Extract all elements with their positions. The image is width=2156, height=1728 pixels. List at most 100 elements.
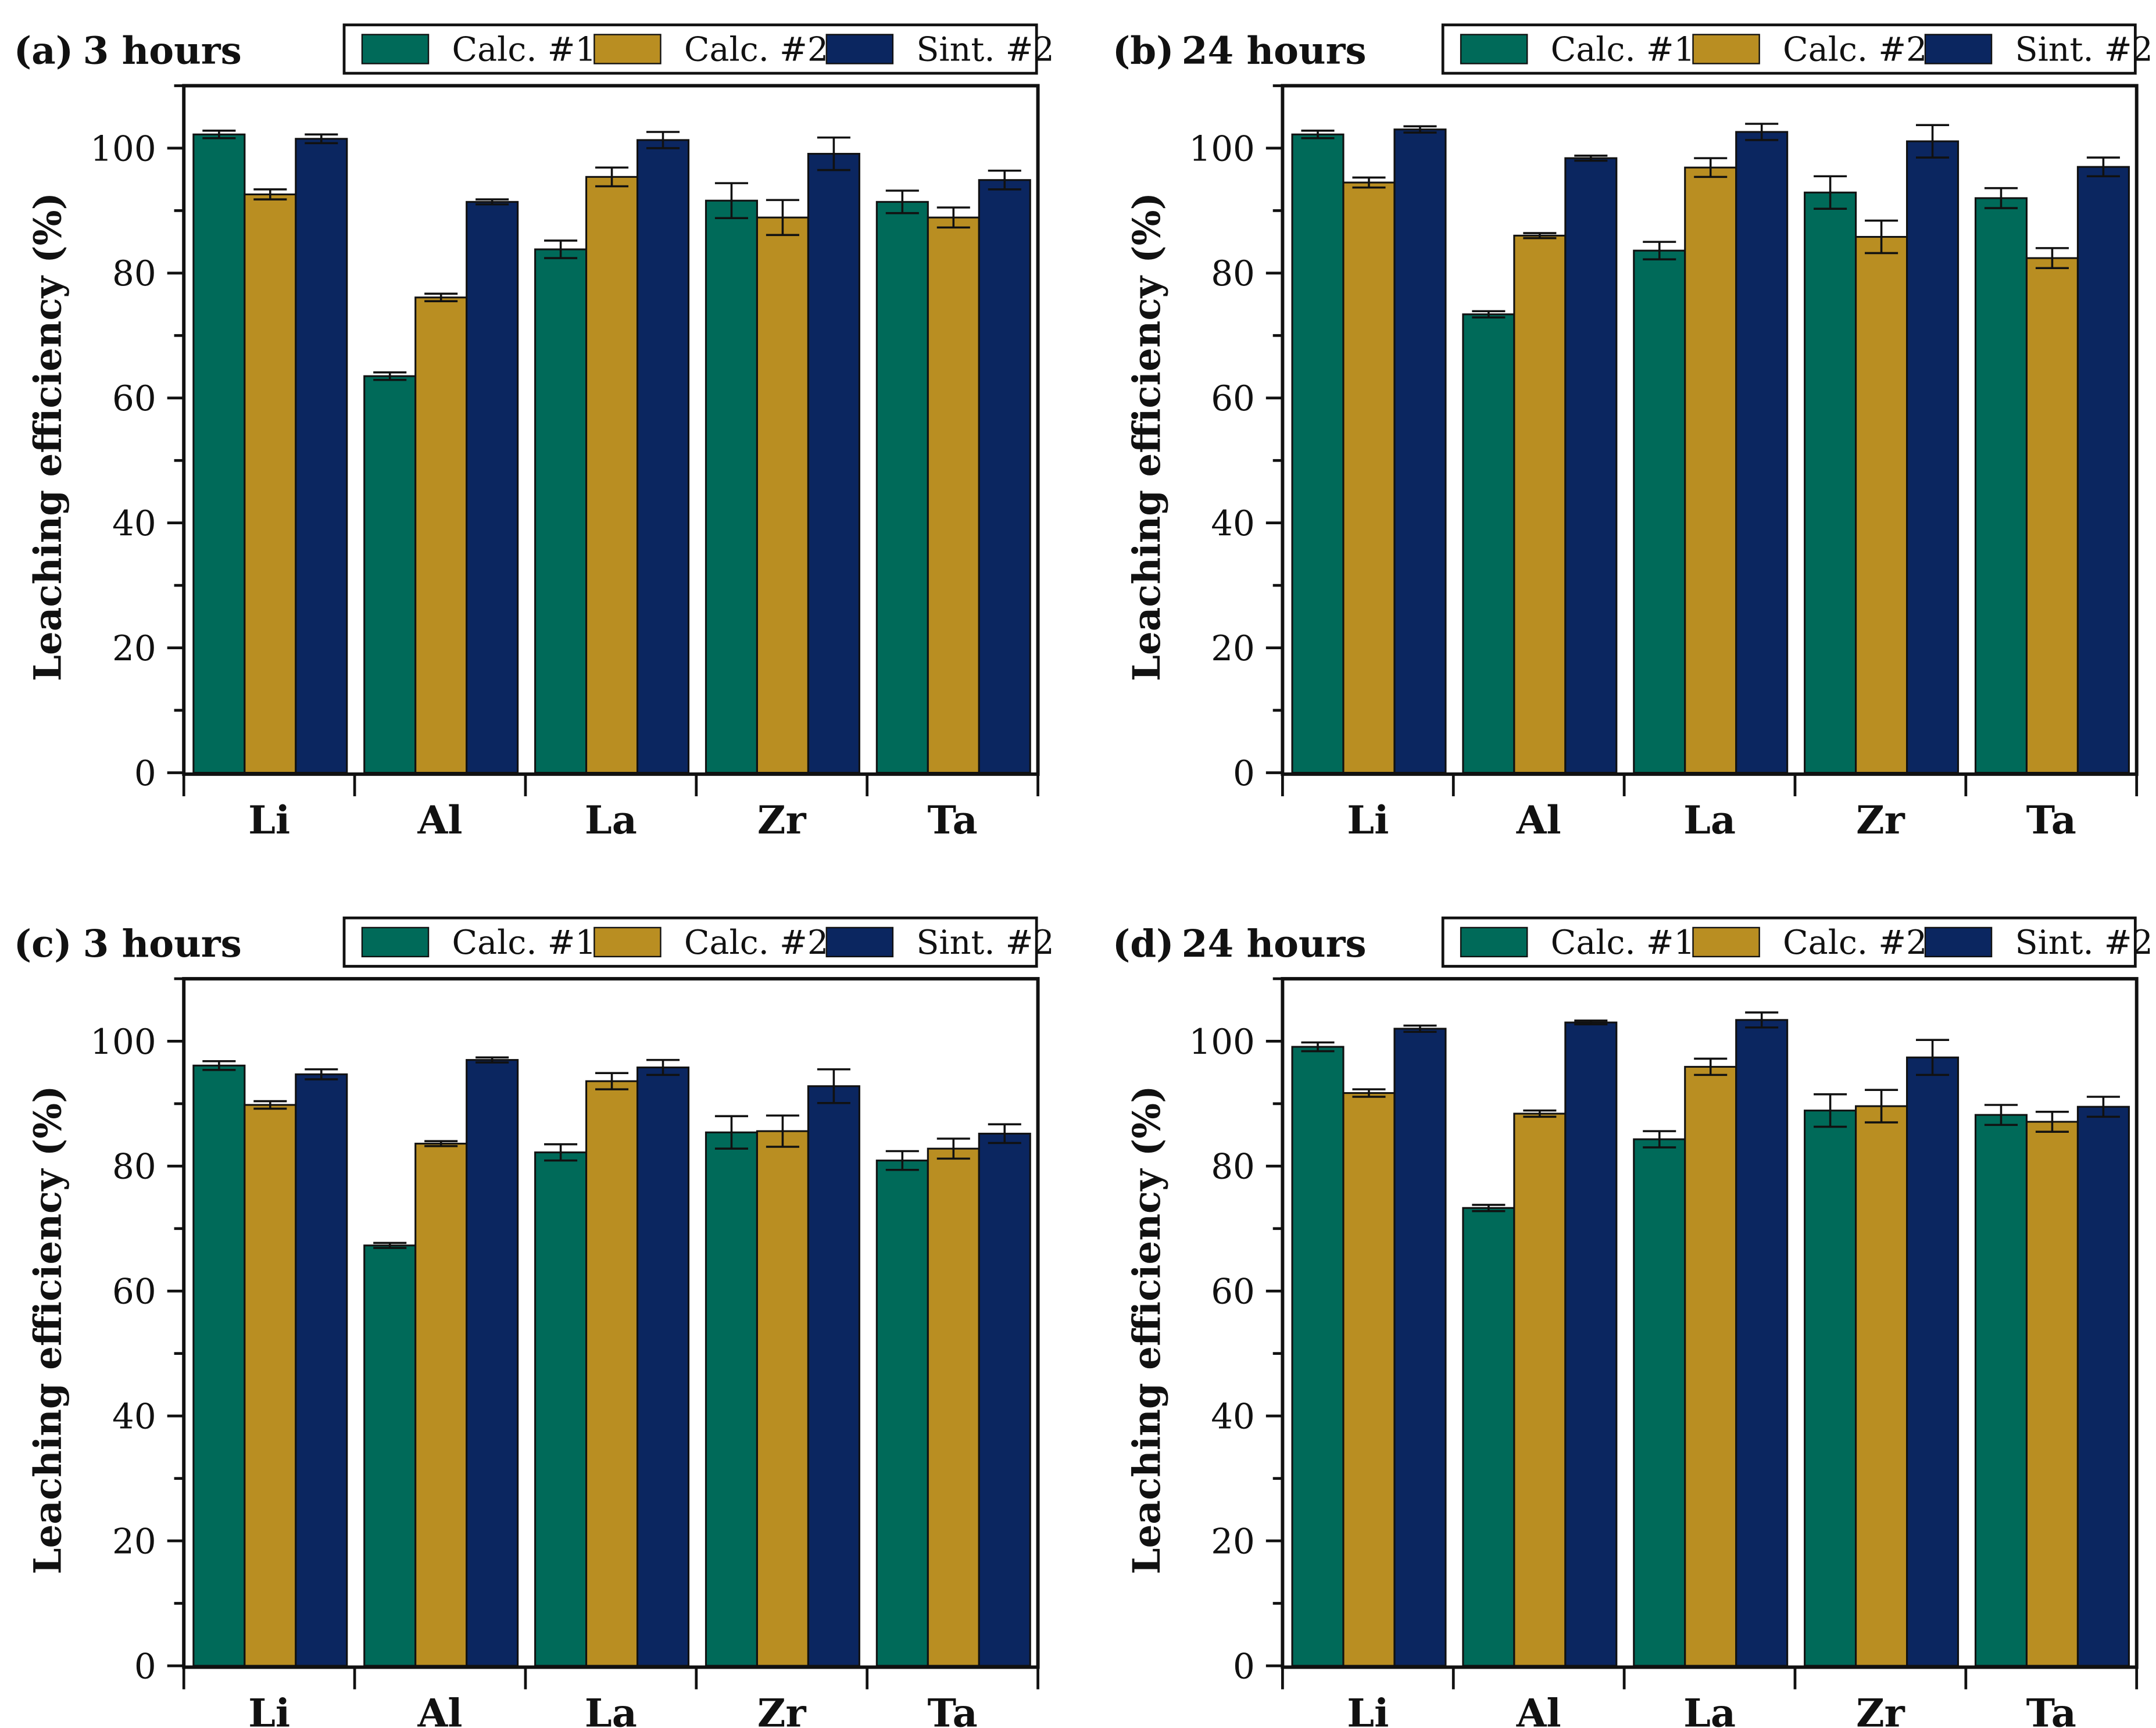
- legend-entry: Calc. #2: [684, 924, 828, 962]
- y-tick-label: 0: [1233, 1647, 1255, 1687]
- bar: [585, 1080, 639, 1667]
- x-tick-label: Li: [1347, 1690, 1389, 1728]
- bar: [1342, 181, 1396, 774]
- y-axis-label: Leaching efficiency (%): [1125, 1085, 1169, 1574]
- panel-label: (b): [1113, 29, 1174, 73]
- bar: [466, 201, 519, 774]
- y-tick-label: 20: [112, 1522, 156, 1562]
- panel-2: (c) 3 hours Calc. #1 Calc. #2 Sint. #2 0 20 40 6…: [14, 916, 1054, 1728]
- plot-frame: [182, 84, 1040, 776]
- y-tick-label: 0: [134, 754, 156, 794]
- bar: [192, 133, 246, 774]
- bar: [1684, 1065, 1737, 1667]
- legend-entry: Calc. #2: [1783, 924, 1927, 962]
- bar: [1974, 1114, 2028, 1667]
- legend: Calc. #1 Calc. #2 Sint. #2: [1441, 23, 2153, 75]
- legend-box: [342, 23, 1038, 75]
- bar: [807, 153, 860, 774]
- legend-entry: Sint. #2: [916, 924, 1054, 962]
- bar: [295, 138, 348, 774]
- bar: [295, 1073, 348, 1667]
- y-tick-label: 80: [1211, 254, 1255, 294]
- panel-1: (b) 24 hours Calc. #1 Calc. #2 Sint. #2 0 20 40…: [1113, 23, 2153, 843]
- bar: [1855, 1105, 1908, 1667]
- legend-swatch: [361, 34, 430, 65]
- bar: [534, 248, 588, 774]
- x-tick-label: Li: [1347, 797, 1389, 843]
- plot-frame: [1281, 84, 2139, 776]
- bar: [636, 139, 690, 774]
- bar: [1633, 1138, 1686, 1667]
- y-tick-label: 0: [134, 1647, 156, 1687]
- x-tick-label: Al: [1516, 1690, 1561, 1728]
- bar: [1462, 313, 1515, 774]
- y-tick-label: 60: [112, 1272, 156, 1312]
- y-tick-label: 60: [112, 379, 156, 419]
- bar: [807, 1085, 860, 1667]
- y-axis-label: Leaching efficiency (%): [27, 1085, 70, 1574]
- bar: [363, 375, 417, 774]
- bar: [1684, 166, 1737, 774]
- bar: [1564, 1021, 1618, 1667]
- bar: [414, 296, 468, 774]
- bar: [1342, 1092, 1396, 1667]
- bar: [1393, 1028, 1447, 1667]
- legend-swatch: [361, 926, 430, 958]
- y-tick-label: 100: [90, 1022, 156, 1062]
- y-tick-label: 80: [112, 254, 156, 294]
- legend-swatch: [593, 34, 662, 65]
- y-axis-label: Leaching efficiency (%): [1125, 192, 1169, 681]
- x-tick-label: Ta: [2026, 797, 2076, 843]
- y-axis-label: Leaching efficiency (%): [27, 192, 70, 681]
- x-tick-label: Ta: [927, 797, 977, 843]
- bar: [1735, 131, 1789, 774]
- bar: [363, 1244, 417, 1667]
- x-tick-label: Ta: [2026, 1690, 2076, 1728]
- legend-box: [1441, 916, 2137, 968]
- panel-title: 3 hours: [83, 29, 242, 73]
- bar: [927, 1147, 980, 1667]
- y-tick-label: 60: [1211, 1272, 1255, 1312]
- y-tick-label: 40: [1211, 1397, 1255, 1437]
- bar: [1393, 128, 1447, 774]
- legend-swatch: [593, 926, 662, 958]
- legend-swatch: [1460, 34, 1528, 65]
- panel-title: 24 hours: [1182, 922, 1367, 966]
- bar: [927, 216, 980, 774]
- panel-title: 3 hours: [83, 922, 242, 966]
- legend-swatch: [1924, 34, 1993, 65]
- x-tick-label: Zr: [757, 1690, 807, 1728]
- y-tick-label: 0: [1233, 754, 1255, 794]
- legend: Calc. #1 Calc. #2 Sint. #2: [1441, 916, 2153, 968]
- bar: [1513, 1112, 1567, 1667]
- plot-frame: [182, 976, 1040, 1669]
- legend-swatch: [1692, 34, 1760, 65]
- panel-label: (c): [14, 922, 72, 966]
- x-tick-label: Zr: [1856, 797, 1905, 843]
- x-tick-label: Zr: [757, 797, 807, 843]
- bar: [1804, 1110, 1857, 1667]
- legend-swatch: [825, 926, 894, 958]
- legend-box: [1441, 23, 2137, 75]
- y-tick-label: 40: [1211, 504, 1255, 544]
- x-tick-label: Li: [248, 1690, 290, 1728]
- bar: [705, 1131, 758, 1667]
- x-tick-label: La: [1683, 1690, 1736, 1728]
- x-tick-label: La: [585, 1690, 637, 1728]
- legend-entry: Calc. #2: [684, 31, 828, 69]
- legend: Calc. #1 Calc. #2 Sint. #2: [342, 23, 1054, 75]
- bar: [705, 199, 758, 774]
- bar: [1855, 235, 1908, 774]
- legend-swatch: [1692, 926, 1760, 958]
- bar: [1633, 249, 1686, 774]
- bar: [1513, 234, 1567, 774]
- y-tick-label: 20: [1211, 1522, 1255, 1562]
- x-tick-label: Al: [417, 1690, 463, 1728]
- bar: [192, 1064, 246, 1667]
- panel-label: (a): [14, 29, 73, 73]
- y-tick-label: 100: [90, 129, 156, 169]
- legend-entry: Calc. #1: [1551, 924, 1695, 962]
- bar: [756, 1130, 809, 1667]
- bar: [1906, 1056, 1960, 1667]
